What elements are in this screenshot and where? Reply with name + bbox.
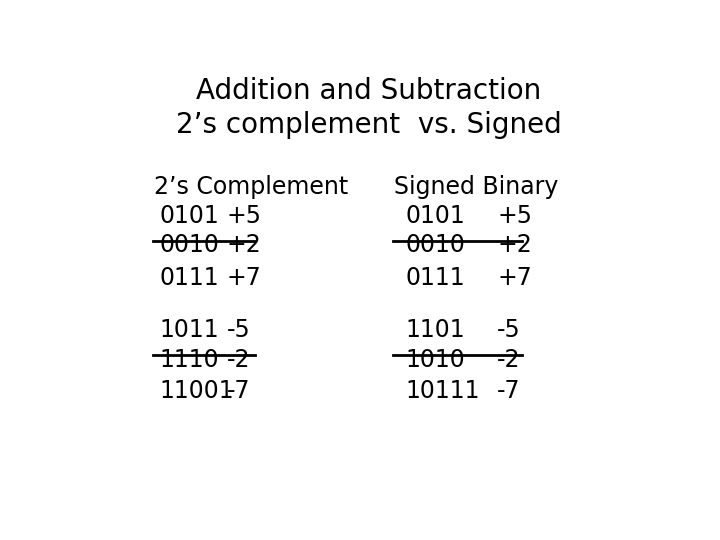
- Text: +7: +7: [227, 266, 261, 291]
- Text: 0101: 0101: [405, 204, 465, 228]
- Text: 2’s Complement: 2’s Complement: [154, 175, 348, 199]
- Text: +2: +2: [227, 233, 261, 257]
- Text: 1010: 1010: [405, 348, 465, 372]
- Text: +7: +7: [498, 266, 532, 291]
- Text: -7: -7: [498, 379, 521, 403]
- Text: 0101: 0101: [160, 204, 220, 228]
- Text: 0111: 0111: [405, 266, 465, 291]
- Text: +5: +5: [227, 204, 261, 228]
- Text: Signed Binary: Signed Binary: [394, 175, 559, 199]
- Text: -5: -5: [227, 319, 251, 342]
- Text: 0010: 0010: [160, 233, 220, 257]
- Text: 0111: 0111: [160, 266, 220, 291]
- Text: -2: -2: [498, 348, 521, 372]
- Text: +5: +5: [498, 204, 532, 228]
- Text: 0010: 0010: [405, 233, 465, 257]
- Text: Addition and Subtraction
2’s complement  vs. Signed: Addition and Subtraction 2’s complement …: [176, 77, 562, 139]
- Text: -5: -5: [498, 319, 521, 342]
- Text: -2: -2: [227, 348, 251, 372]
- Text: +2: +2: [498, 233, 532, 257]
- Text: 10111: 10111: [405, 379, 480, 403]
- Text: 1011: 1011: [160, 319, 220, 342]
- Text: 1101: 1101: [405, 319, 465, 342]
- Text: -7: -7: [227, 379, 251, 403]
- Text: 11001: 11001: [160, 379, 235, 403]
- Text: 1110: 1110: [160, 348, 220, 372]
